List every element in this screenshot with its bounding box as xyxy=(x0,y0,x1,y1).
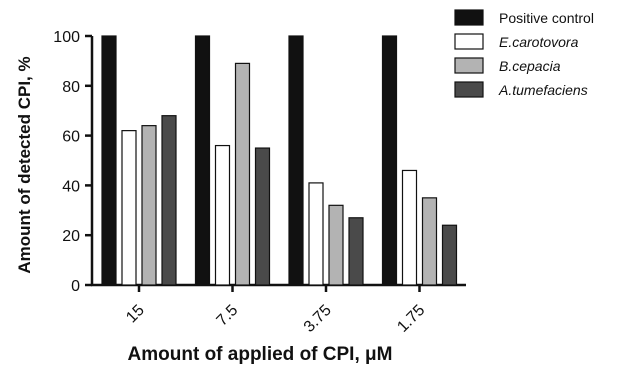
legend: Positive control E.carotovora B.cepacia A.t… xyxy=(454,9,594,98)
legend-swatch xyxy=(454,57,484,74)
y-tick-label: 60 xyxy=(62,129,80,146)
legend-label: E.carotovora xyxy=(499,34,579,50)
bar xyxy=(381,35,398,286)
x-tick-label: 7.5 xyxy=(214,302,242,330)
y-tick-label: 0 xyxy=(71,278,80,295)
y-tick-label: 80 xyxy=(62,79,80,96)
bar xyxy=(234,62,251,286)
x-axis-title: Amount of applied of CPI, μM xyxy=(128,344,393,365)
y-tick-label: 40 xyxy=(62,178,80,195)
bar xyxy=(328,204,344,286)
bar xyxy=(441,224,458,286)
legend-label: B.cepacia xyxy=(499,58,561,74)
bar xyxy=(308,182,324,286)
legend-swatch xyxy=(454,81,484,98)
legend-label: A.tumefaciens xyxy=(498,82,588,98)
bar xyxy=(121,130,137,286)
x-tick-label: 15 xyxy=(123,302,148,327)
y-tick-label: 20 xyxy=(62,228,80,245)
bar xyxy=(101,35,117,286)
bar xyxy=(161,115,177,286)
legend-label: Positive control xyxy=(499,10,594,26)
legend-swatch xyxy=(454,9,484,26)
legend-swatch xyxy=(454,33,484,50)
bar xyxy=(348,217,364,286)
bar xyxy=(421,197,438,286)
bar xyxy=(288,35,304,286)
x-tick-label: 3.75 xyxy=(301,302,335,336)
bar xyxy=(141,125,157,286)
y-axis-title: Amount of detected CPI, % xyxy=(15,56,34,273)
bar xyxy=(214,144,231,286)
bar xyxy=(254,147,271,286)
bar xyxy=(194,35,211,286)
bars xyxy=(101,35,458,286)
y-tick-label: 100 xyxy=(53,29,80,46)
bar xyxy=(401,169,418,286)
x-tick-label: 1.75 xyxy=(394,302,428,336)
